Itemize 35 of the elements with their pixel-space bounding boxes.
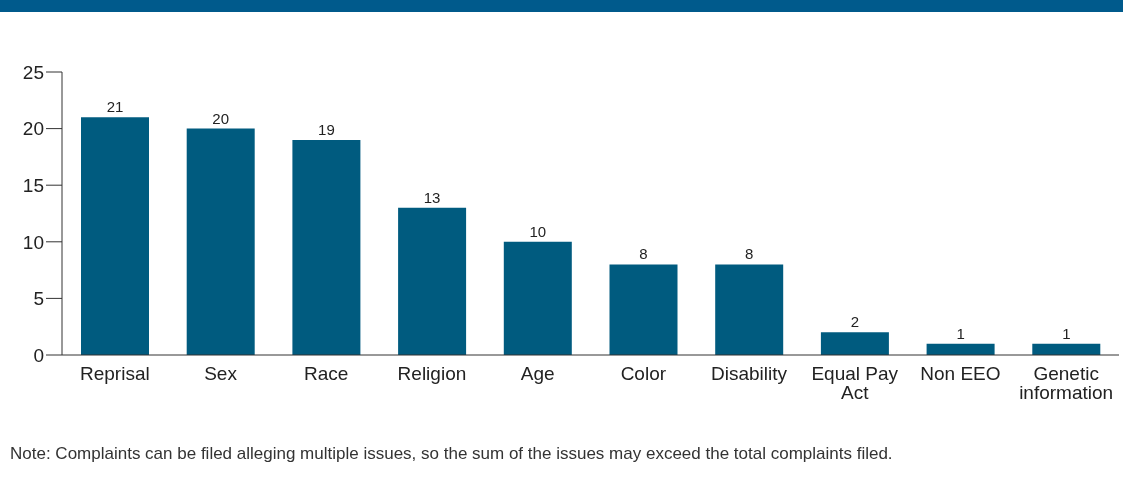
x-tick-label: Color bbox=[620, 363, 667, 385]
x-tick-label: Genetic information bbox=[1019, 363, 1114, 404]
y-tick-label: 25 bbox=[22, 61, 44, 83]
data-label: 8 bbox=[745, 245, 754, 263]
x-tick-label: Non EEO bbox=[920, 363, 1001, 385]
x-tick-label: Disability bbox=[711, 363, 788, 385]
x-tick-label: Race bbox=[304, 363, 349, 385]
data-label: 1 bbox=[1062, 324, 1071, 342]
bar bbox=[398, 207, 467, 355]
data-label: 19 bbox=[318, 120, 335, 138]
data-label: 8 bbox=[639, 245, 648, 263]
x-tick-label: Religion bbox=[397, 363, 467, 385]
y-tick-label: 10 bbox=[22, 231, 44, 253]
data-label: 1 bbox=[956, 324, 965, 342]
text: Note: Complaints can be filed alleging multiple issues, so the sum of the issues may exceed the total complaints filed. bbox=[10, 444, 893, 464]
bar bbox=[292, 139, 361, 355]
x-tick-label: Sex bbox=[204, 363, 238, 385]
data-label: 10 bbox=[529, 222, 547, 240]
bar bbox=[503, 241, 572, 355]
bar bbox=[820, 332, 889, 355]
y-tick-label: 20 bbox=[22, 118, 44, 140]
y-tick-label: 0 bbox=[33, 344, 44, 366]
bar bbox=[609, 264, 678, 355]
bar bbox=[81, 117, 149, 355]
x-tick-label: Reprisal bbox=[80, 363, 150, 385]
x-tick-label: Equal Pay Act bbox=[811, 363, 899, 404]
data-label: 2 bbox=[850, 313, 860, 331]
bar bbox=[186, 128, 255, 355]
data-label: 20 bbox=[212, 109, 230, 127]
bar bbox=[715, 264, 784, 355]
y-tick-label: 15 bbox=[22, 174, 44, 196]
x-tick-label: Age bbox=[520, 363, 555, 385]
y-tick-label: 5 bbox=[33, 288, 44, 310]
data-label: 13 bbox=[423, 188, 441, 206]
data-label: 21 bbox=[106, 98, 124, 116]
